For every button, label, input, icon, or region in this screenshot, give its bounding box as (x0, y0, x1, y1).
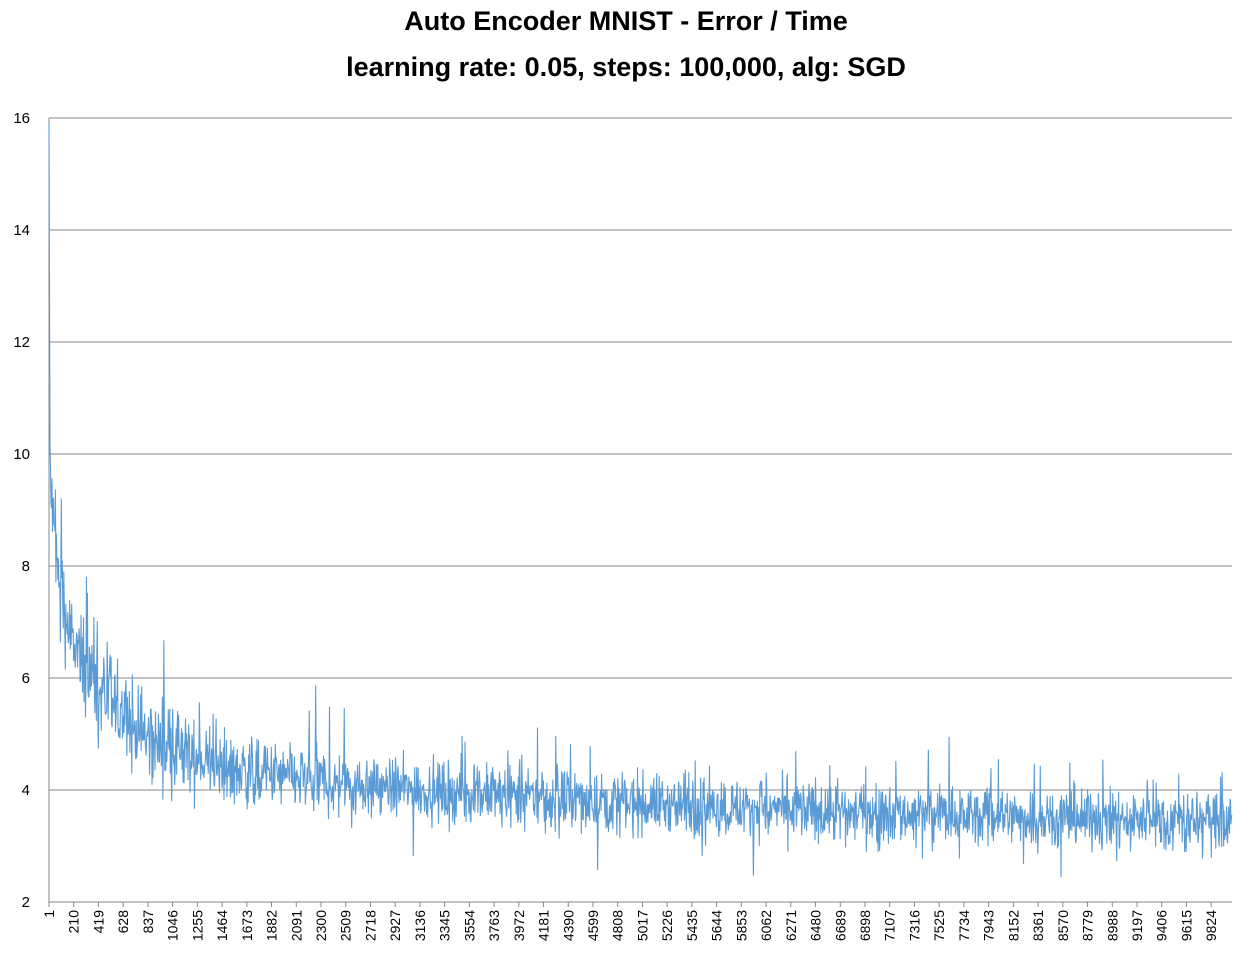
y-tick-label: 6 (22, 670, 30, 687)
chart-subtitle: learning rate: 0.05, steps: 100,000, alg… (346, 52, 906, 82)
x-tick-label: 7525 (931, 910, 947, 941)
x-tick-label: 6898 (857, 910, 873, 941)
x-tick-label: 837 (140, 910, 156, 934)
x-tick-label: 210 (66, 910, 82, 934)
x-tick-label: 628 (115, 910, 131, 934)
x-tick-label: 7943 (981, 910, 997, 941)
x-tick-label: 1464 (214, 910, 230, 941)
x-tick-label: 8988 (1104, 910, 1120, 941)
x-tick-label: 5644 (709, 910, 725, 941)
x-tick-label: 8152 (1005, 910, 1021, 941)
series-layer (48, 123, 1233, 878)
x-tick-label: 3136 (412, 910, 428, 941)
x-tick-label: 4181 (536, 910, 552, 941)
y-tick-label: 2 (22, 894, 30, 911)
x-tick-label: 1255 (189, 910, 205, 941)
y-tick-label: 10 (13, 446, 30, 463)
x-tick-label: 9824 (1203, 910, 1219, 941)
x-tick-label: 2718 (362, 910, 378, 941)
x-tick-label: 6271 (783, 910, 799, 941)
x-tick-labels: 1 210 419 628 837 1046 1255 1464 1673 1882 2091 230… (41, 910, 1219, 941)
x-tick-label: 2927 (387, 910, 403, 941)
x-tick-label: 4390 (560, 910, 576, 941)
y-tick-labels: 2 4 6 8 10 12 14 16 (13, 110, 30, 911)
x-tick-label: 1 (41, 910, 57, 918)
x-tick-label: 5853 (733, 910, 749, 941)
x-tick-label: 8779 (1080, 910, 1096, 941)
x-tick-label: 8570 (1055, 910, 1071, 941)
series-line (48, 123, 1233, 878)
x-tick-label: 1882 (264, 910, 280, 941)
x-tick-label: 5435 (684, 910, 700, 941)
x-tick-label: 5017 (634, 910, 650, 941)
x-tick-label: 5226 (659, 910, 675, 941)
grid-lines (49, 117, 1232, 791)
x-tick-label: 1046 (165, 910, 181, 941)
x-tick-label: 8361 (1030, 910, 1046, 941)
x-tick-label: 3972 (511, 910, 527, 941)
x-tick-label: 2091 (288, 910, 304, 941)
x-tick-label: 7734 (956, 910, 972, 941)
x-tick-label: 4808 (610, 910, 626, 941)
y-tick-label: 4 (22, 782, 30, 799)
x-tick-label: 1673 (239, 910, 255, 941)
x-tick-label: 2509 (338, 910, 354, 941)
y-tick-label: 8 (22, 558, 30, 575)
y-tick-label: 12 (13, 334, 30, 351)
x-tick-label: 419 (90, 910, 106, 934)
x-tick-label: 7107 (882, 910, 898, 941)
x-tick-label: 2300 (313, 910, 329, 941)
y-tick-label: 16 (13, 110, 30, 127)
x-tick-label: 6062 (758, 910, 774, 941)
chart-title: Auto Encoder MNIST - Error / Time (404, 6, 848, 36)
x-tick-label: 3763 (486, 910, 502, 941)
x-tick-label: 6689 (832, 910, 848, 941)
x-tick-label: 9615 (1178, 910, 1194, 941)
x-tick-label: 3554 (461, 910, 477, 941)
x-tick-label: 4599 (585, 910, 601, 941)
x-tick-label: 7316 (906, 910, 922, 941)
x-tick-label: 3345 (437, 910, 453, 941)
y-tick-label: 14 (13, 222, 30, 239)
x-tick-label: 9197 (1129, 910, 1145, 941)
x-tick-label: 6480 (808, 910, 824, 941)
x-tick-label: 9406 (1154, 910, 1170, 941)
